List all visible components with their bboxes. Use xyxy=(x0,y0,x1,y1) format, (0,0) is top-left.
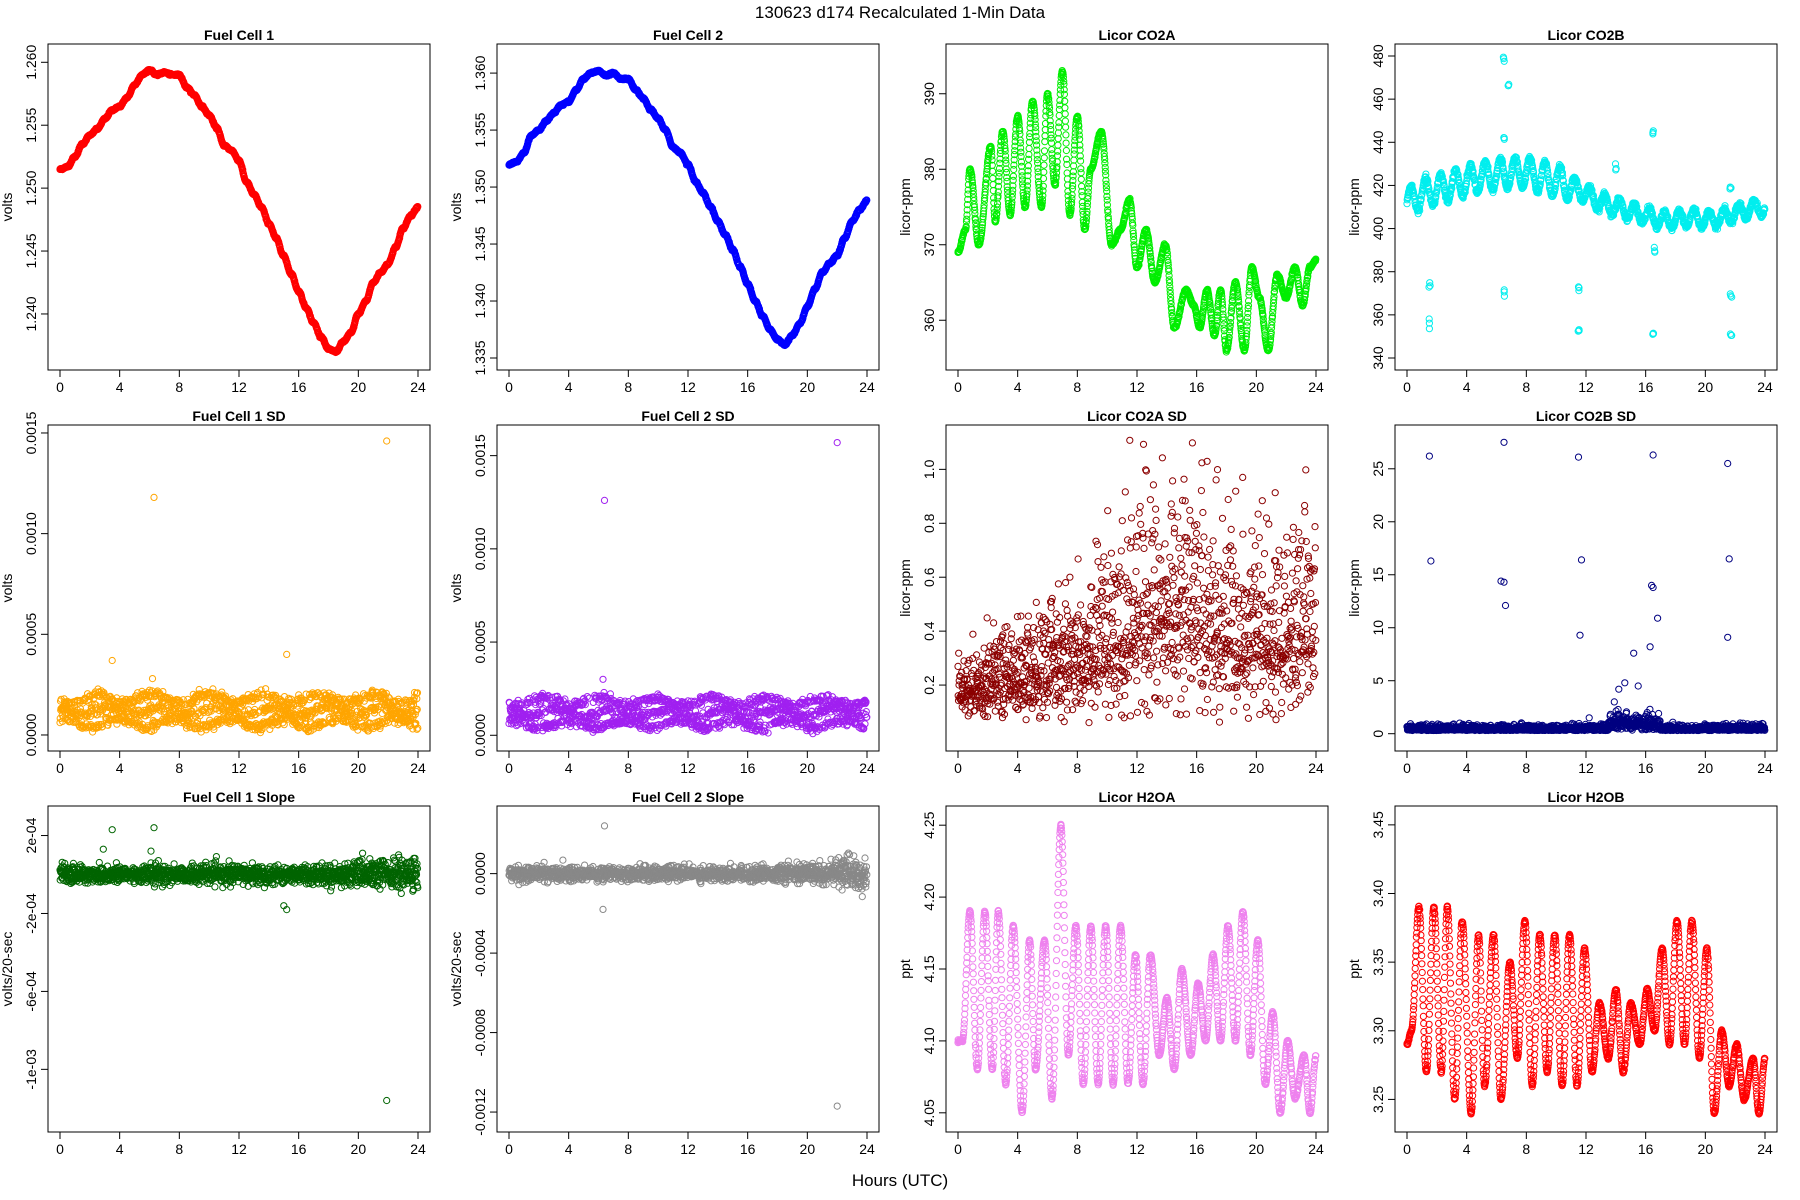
x-tick-label: 12 xyxy=(1578,379,1594,395)
y-axis-label: licor-ppm xyxy=(1346,178,1362,236)
y-tick-label: 1.240 xyxy=(23,296,39,331)
figure-x-axis-label: Hours (UTC) xyxy=(852,1171,948,1190)
x-tick-label: 0 xyxy=(56,379,64,395)
x-tick-label: 24 xyxy=(1308,379,1324,395)
panel-title: Licor CO2B xyxy=(1547,27,1624,43)
x-tick-label: 24 xyxy=(410,379,426,395)
y-tick-label: 390 xyxy=(921,82,937,106)
points-fc1 xyxy=(56,66,422,357)
x-tick-label: 16 xyxy=(1638,379,1654,395)
x-tick-label: 20 xyxy=(1249,379,1265,395)
y-tick-label: 480 xyxy=(1370,44,1386,68)
x-tick-label: 24 xyxy=(1757,379,1773,395)
panel-title: Fuel Cell 1 xyxy=(204,27,274,43)
x-tick-label: 4 xyxy=(565,379,573,395)
x-tick-label: 0 xyxy=(505,379,513,395)
x-tick-label: 0 xyxy=(954,379,962,395)
y-tick-label: 380 xyxy=(921,157,937,181)
panel-title: Licor CO2A xyxy=(1098,27,1175,43)
y-tick-label: 370 xyxy=(921,233,937,257)
y-axis-label: licor-ppm xyxy=(897,178,913,236)
y-tick-label: 1.350 xyxy=(472,169,488,204)
panel-title: Fuel Cell 2 xyxy=(653,27,723,43)
x-tick-label: 16 xyxy=(291,379,307,395)
x-tick-label: 4 xyxy=(116,379,124,395)
y-axis-label: volts xyxy=(0,193,15,222)
y-tick-label: 1.250 xyxy=(23,170,39,205)
x-tick-label: 8 xyxy=(175,379,183,395)
x-tick-label: 4 xyxy=(1014,379,1022,395)
y-tick-label: 1.340 xyxy=(472,283,488,318)
x-tick-label: 12 xyxy=(680,379,696,395)
x-tick-label: 12 xyxy=(1129,379,1145,395)
y-tick-label: 360 xyxy=(1370,303,1386,327)
x-tick-label: 12 xyxy=(231,379,247,395)
y-tick-label: 1.355 xyxy=(472,112,488,147)
y-tick-label: 1.335 xyxy=(472,340,488,375)
y-axis-label: volts xyxy=(448,193,464,222)
x-tick-label: 8 xyxy=(1522,379,1530,395)
panel-fc1: Fuel Cell 1 volts 0 4 8 12 16 20 24 1.240 1.245 1.2… xyxy=(0,27,431,395)
x-tick-label: 16 xyxy=(1189,379,1205,395)
x-tick-label: 20 xyxy=(800,379,816,395)
x-tick-label: 4 xyxy=(1463,379,1471,395)
x-tick-label: 8 xyxy=(624,379,632,395)
x-tick-label: 8 xyxy=(1073,379,1081,395)
y-tick-label: 460 xyxy=(1370,87,1386,111)
y-tick-label: 360 xyxy=(921,308,937,332)
y-tick-label: 1.345 xyxy=(472,226,488,261)
x-tick-label: 16 xyxy=(740,379,756,395)
x-tick-label: 0 xyxy=(1403,379,1411,395)
y-tick-label: 1.260 xyxy=(23,45,39,80)
y-tick-label: 400 xyxy=(1370,217,1386,241)
y-tick-label: 1.360 xyxy=(472,55,488,90)
y-tick-label: 340 xyxy=(1370,346,1386,370)
panels: Fuel Cell 1 volts 0 4 8 12 16 20 24 1.240 1.245 1.2… xyxy=(0,27,1778,1157)
y-tick-label: 1.255 xyxy=(23,107,39,142)
x-tick-label: 24 xyxy=(859,379,875,395)
x-tick-label: 20 xyxy=(351,379,367,395)
x-tick-label: 20 xyxy=(1698,379,1714,395)
figure-title: 130623 d174 Recalculated 1-Min Data xyxy=(755,3,1046,22)
y-tick-label: 380 xyxy=(1370,260,1386,284)
y-tick-label: 440 xyxy=(1370,130,1386,154)
y-tick-label: 1.245 xyxy=(23,233,39,268)
y-tick-label: 420 xyxy=(1370,174,1386,198)
